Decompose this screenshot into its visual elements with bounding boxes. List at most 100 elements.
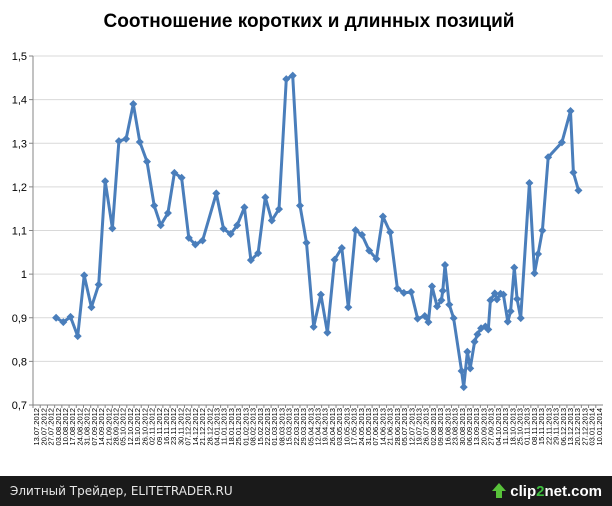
x-tick-label: 01.03.2013 xyxy=(270,408,279,446)
y-tick-label: 1,3 xyxy=(12,138,27,150)
brand-number: 2 xyxy=(536,482,545,500)
x-tick-label: 02.11.2012 xyxy=(148,408,157,445)
x-tick-label: 26.04.2013 xyxy=(328,408,337,446)
data-point xyxy=(94,280,103,289)
axes xyxy=(29,55,603,408)
x-tick-label: 28.12.2012 xyxy=(205,408,214,446)
x-tick-label: 27.12.2013 xyxy=(580,408,589,446)
x-tick-label: 18.10.2013 xyxy=(508,408,517,446)
chart: Соотношение коротких и длинных позиций 0… xyxy=(11,11,604,446)
footer-source-text: Элитный Трейдер, ELITETRADER.RU xyxy=(10,484,233,498)
x-tick-label: 03.05.2013 xyxy=(335,408,344,446)
clip2net-brand: clip2net.com xyxy=(491,480,602,502)
brand-suffix: net.com xyxy=(544,482,602,500)
data-point xyxy=(52,313,61,322)
data-point xyxy=(538,226,547,235)
data-point xyxy=(135,137,144,146)
data-point xyxy=(73,332,82,341)
brand-prefix: clip xyxy=(510,482,537,500)
x-tick-label: 13.09.2013 xyxy=(472,408,481,446)
x-tick-label: 10.08.2012 xyxy=(61,408,70,446)
data-point xyxy=(212,189,221,198)
y-tick-label: 0,9 xyxy=(12,313,27,325)
x-tick-label: 31.08.2012 xyxy=(83,408,92,446)
data-point xyxy=(525,178,534,187)
x-tick-label: 22.11.2013 xyxy=(544,408,553,445)
y-tick-label: 1,4 xyxy=(12,95,27,107)
x-tick-label: 19.10.2012 xyxy=(133,408,142,446)
y-tick-label: 1,2 xyxy=(12,182,27,194)
data-point xyxy=(156,221,165,230)
data-point xyxy=(492,295,501,304)
x-tick-label: 02.08.2013 xyxy=(429,408,438,446)
data-point xyxy=(295,201,304,210)
data-point xyxy=(87,303,96,312)
data-point xyxy=(566,106,575,115)
x-tick-label: 13.12.2013 xyxy=(566,408,575,446)
data-point xyxy=(330,255,339,264)
x-tick-label: 05.10.2012 xyxy=(119,408,128,446)
data-point xyxy=(484,325,493,334)
data-point xyxy=(457,366,466,375)
x-tick-label: 28.06.2013 xyxy=(393,408,402,446)
data-point xyxy=(463,347,472,356)
data-point xyxy=(150,201,159,210)
data-point xyxy=(344,303,353,312)
data-point xyxy=(513,294,522,303)
data-point xyxy=(486,296,495,305)
data-point xyxy=(372,254,381,263)
data-point xyxy=(170,168,179,177)
x-tick-label: 22.02.2013 xyxy=(263,408,272,446)
x-tick-label: 06.12.2013 xyxy=(559,408,568,446)
data-point xyxy=(282,75,291,84)
data-point xyxy=(470,337,479,346)
x-tick-label: 17.05.2013 xyxy=(350,408,359,446)
data-point xyxy=(358,230,367,239)
x-tick-label: 06.09.2013 xyxy=(465,408,474,446)
x-tick-label: 14.12.2012 xyxy=(191,408,200,446)
x-tick-label: 29.11.2013 xyxy=(552,408,561,445)
x-tick-label: 04.10.2013 xyxy=(494,408,503,446)
x-tick-label: 25.10.2013 xyxy=(516,408,525,446)
y-tick-label: 1 xyxy=(21,269,27,281)
x-tick-label: 30.11.2012 xyxy=(176,408,185,445)
x-tick-label: 07.09.2012 xyxy=(90,408,99,446)
data-point xyxy=(288,71,297,80)
x-tick-label: 30.08.2013 xyxy=(458,408,467,446)
x-tick-label: 26.10.2012 xyxy=(140,408,149,446)
x-tick-label: 15.03.2013 xyxy=(285,408,294,446)
x-tick-label: 27.09.2013 xyxy=(487,408,496,446)
x-tick-label: 23.11.2012 xyxy=(169,408,178,445)
x-tick-label: 12.07.2013 xyxy=(407,408,416,446)
x-tick-label: 09.11.2012 xyxy=(155,408,164,445)
data-point xyxy=(438,286,447,295)
data-point xyxy=(302,238,311,247)
data-point xyxy=(226,229,235,238)
data-point xyxy=(108,224,117,233)
data-point xyxy=(254,249,263,258)
data-point xyxy=(449,314,458,323)
data-point xyxy=(219,224,228,233)
data-point xyxy=(569,168,578,177)
x-tick-label: 28.09.2012 xyxy=(111,408,120,446)
data-point xyxy=(386,228,395,237)
x-tick-label: 14.06.2013 xyxy=(378,408,387,446)
data-point xyxy=(143,157,151,166)
data-point xyxy=(516,314,525,323)
y-tick-label: 1,1 xyxy=(12,226,27,238)
data-point xyxy=(420,312,429,321)
x-tick-label: 27.07.2012 xyxy=(47,408,56,446)
data-point xyxy=(316,290,325,299)
x-tick-label: 10.05.2013 xyxy=(342,408,351,446)
data-point xyxy=(530,269,539,278)
x-tick-label: 22.03.2013 xyxy=(292,408,301,446)
data-point xyxy=(574,186,583,195)
x-tick-label: 08.02.2013 xyxy=(249,408,258,446)
data-point xyxy=(503,317,512,326)
data-point xyxy=(378,212,387,221)
footer-bar: Элитный Трейдер, ELITETRADER.RU clip2net… xyxy=(0,476,612,506)
data-point xyxy=(544,153,553,162)
data-point xyxy=(437,296,446,305)
data-point xyxy=(261,193,270,202)
data-point xyxy=(177,173,186,182)
